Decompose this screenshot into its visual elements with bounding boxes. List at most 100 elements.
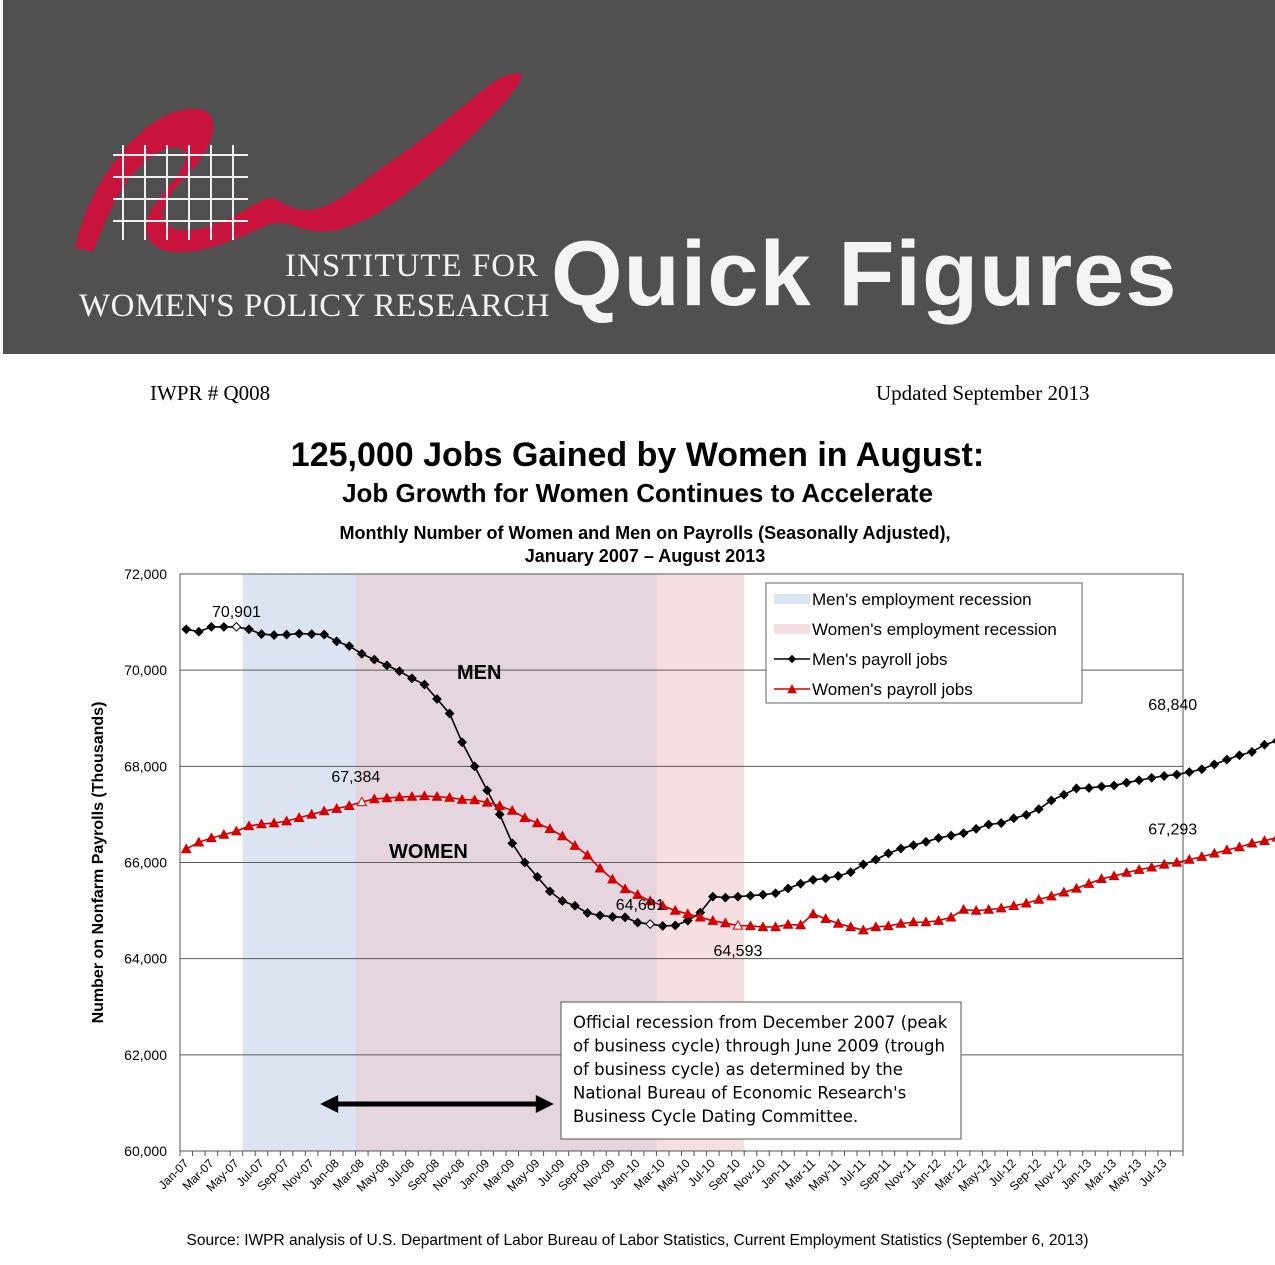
- men-point: [783, 883, 793, 894]
- women-point: [820, 913, 832, 923]
- women-point: [694, 911, 706, 922]
- recession-note-line: of business cycle) as determined by the: [573, 1060, 903, 1079]
- women-point: [1233, 841, 1245, 852]
- men-point: [1272, 737, 1275, 744]
- women-point: [256, 818, 267, 829]
- men-point: [356, 648, 367, 659]
- women-point: [1196, 851, 1208, 861]
- y-tick-label: 70,000: [124, 662, 167, 678]
- women-point: [870, 921, 882, 932]
- women-point: [1096, 873, 1107, 884]
- women-point: [1246, 837, 1258, 848]
- men-point: [858, 859, 869, 870]
- men-point: [657, 921, 668, 931]
- men-point: [645, 919, 656, 929]
- men-point: [1171, 769, 1182, 780]
- y-tick-label: 66,000: [124, 855, 167, 871]
- men-point: [933, 833, 944, 843]
- legend-label: Women's employment recession: [812, 620, 1057, 639]
- men-point: [1084, 783, 1094, 793]
- header-banner: INSTITUTE FOR WOMEN'S POLICY RESEARCH Qu…: [3, 0, 1275, 354]
- men-point: [331, 636, 342, 647]
- women-point: [205, 832, 217, 843]
- women-point: [958, 903, 970, 914]
- y-axis-label: Number on Nonfarm Payrolls (Thousands): [90, 702, 107, 1024]
- women-point: [318, 805, 330, 816]
- men-point: [444, 708, 455, 719]
- women-point: [995, 902, 1007, 913]
- recession-arrow-left-head: [320, 1095, 339, 1113]
- men-point: [582, 908, 593, 918]
- men-point: [532, 872, 543, 882]
- women-point: [1045, 890, 1057, 901]
- women-point: [933, 915, 944, 925]
- men-point: [1109, 780, 1119, 791]
- women-point: [406, 790, 418, 801]
- men-point: [820, 873, 831, 884]
- men-point: [1071, 783, 1082, 794]
- women-point: [1221, 844, 1233, 855]
- men-point: [1021, 809, 1032, 820]
- men-point: [707, 891, 718, 902]
- women-point: [1121, 866, 1133, 877]
- women-point: [343, 800, 355, 810]
- men-point: [758, 889, 768, 900]
- women-point: [230, 825, 242, 836]
- men-point: [870, 854, 881, 865]
- men-point: [1247, 747, 1257, 757]
- women-point: [845, 921, 857, 932]
- women-point: [807, 908, 819, 919]
- men-point: [256, 629, 267, 640]
- payroll-chart: 60,000 62,000 64,000 66,000 68,000 70,000 72,0…: [90, 566, 1275, 1194]
- women-point: [582, 849, 593, 860]
- men-point: [193, 626, 204, 637]
- women-point: [719, 917, 731, 928]
- women-point: [732, 919, 744, 930]
- men-point: [269, 630, 279, 640]
- women-point: [506, 804, 518, 815]
- chart-title-line1: Monthly Number of Women and Men on Payro…: [339, 523, 951, 543]
- org-name-line1: INSTITUTE FOR: [285, 248, 540, 284]
- men-point: [1146, 772, 1157, 783]
- data-label: 67,293: [1148, 821, 1197, 838]
- women-point: [607, 873, 618, 884]
- men-point: [519, 857, 530, 868]
- women-point: [882, 920, 894, 931]
- men-point: [670, 920, 681, 931]
- men-point: [206, 621, 217, 632]
- data-label: 64,593: [713, 943, 762, 960]
- women-point: [795, 919, 807, 930]
- women-point: [393, 791, 405, 802]
- men-point: [570, 900, 580, 911]
- men-point: [632, 917, 643, 928]
- men-point: [983, 819, 994, 830]
- men-point: [1184, 767, 1195, 778]
- men-point: [908, 840, 919, 851]
- women-series-label: WOMEN: [389, 841, 468, 863]
- y-tick-label: 68,000: [124, 758, 167, 774]
- men-point: [808, 874, 819, 885]
- women-point: [180, 843, 192, 854]
- men-point: [1033, 804, 1044, 815]
- women-point: [945, 911, 957, 922]
- women-point: [619, 883, 631, 894]
- women-point: [331, 803, 343, 813]
- y-tick-label: 72,000: [124, 566, 167, 582]
- data-label: 70,901: [212, 604, 261, 621]
- men-point: [1209, 759, 1220, 770]
- men-point: [557, 896, 568, 906]
- men-point: [971, 823, 982, 834]
- women-point: [657, 900, 669, 910]
- series-name: Quick Figures: [551, 223, 1178, 325]
- men-point: [1121, 777, 1132, 788]
- men-point: [720, 892, 731, 903]
- iwpr-logo-icon: [75, 73, 523, 253]
- recession-note-line: National Bureau of Economic Research's: [573, 1084, 906, 1103]
- legend-label: Women's payroll jobs: [812, 680, 973, 699]
- data-label: 67,384: [331, 769, 380, 786]
- org-name-line2: WOMEN'S POLICY RESEARCH: [79, 288, 550, 324]
- y-tick-label: 60,000: [124, 1143, 167, 1159]
- men-point: [1259, 739, 1270, 750]
- women-point: [983, 903, 995, 914]
- women-point: [431, 790, 443, 801]
